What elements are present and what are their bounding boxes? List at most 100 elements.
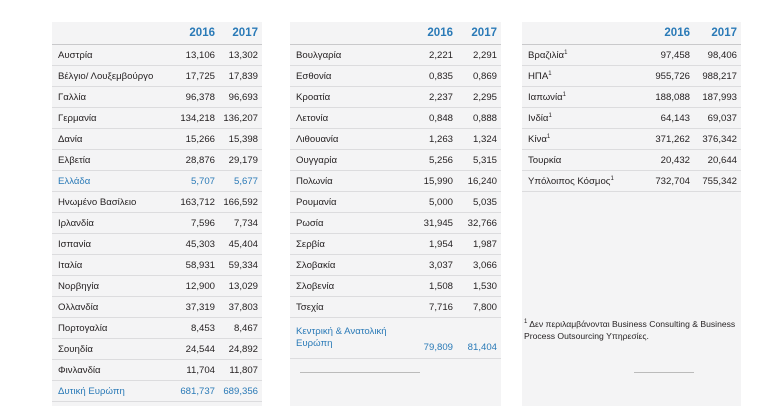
row-label-cell: Κεντρική & Ανατολική Ευρώπη — [290, 317, 408, 359]
value-2017: 7,800 — [457, 296, 501, 318]
row-label-cell: Γαλλία — [52, 86, 174, 108]
table-row: Δανία 15,266 15,398 — [52, 128, 262, 150]
row-label: Ιαπωνία — [528, 91, 563, 103]
value-2016: 96,378 — [174, 86, 219, 108]
row-label-cell: Λιθουανία — [290, 128, 408, 150]
footnote-ref: 1 — [564, 49, 568, 56]
row-label-cell: Ιαπωνία1 — [522, 86, 644, 108]
value-2016: 37,319 — [174, 296, 219, 318]
value-2016: 0,835 — [408, 65, 457, 87]
table-central-eastern-europe-panel: 2016 2017 Βουλγαρία 2,221 2,291 Εσθονία 0,83… — [290, 22, 501, 406]
row-label-cell: Βραζιλία1 — [522, 44, 644, 66]
value-2017: 13,029 — [219, 275, 262, 297]
value-2017: 96,693 — [219, 86, 262, 108]
row-label-cell: Ρουμανία — [290, 191, 408, 213]
table-row: Πολωνία 15,990 16,240 — [290, 170, 501, 192]
row-label-cell: Σλοβακία — [290, 254, 408, 276]
row-label: Ηνωμένο Βασίλειο — [58, 196, 137, 208]
value-2016: 7,596 — [174, 212, 219, 234]
value-2017: 1,324 — [457, 128, 501, 150]
row-label: Ινδία — [528, 112, 549, 124]
header-blank — [522, 22, 644, 45]
row-label-cell: Ινδία1 — [522, 107, 644, 129]
row-label: Πολωνία — [296, 175, 333, 187]
value-2016: 15,266 — [174, 128, 219, 150]
table-row: Νορβηγία 12,900 13,029 — [52, 275, 262, 297]
row-label-cell: Βέλγιο/ Λουξεμβούργο — [52, 65, 174, 87]
row-label: Κίνα — [528, 133, 547, 145]
value-2016: 134,218 — [174, 107, 219, 129]
value-2017: 98,406 — [694, 44, 741, 66]
row-label: Γαλλία — [58, 91, 87, 103]
row-label: Σουηδία — [58, 343, 93, 355]
row-label-cell: Δυτική Ευρώπη — [52, 380, 174, 402]
table-row: Σουηδία 24,544 24,892 — [52, 338, 262, 360]
value-2017: 69,037 — [694, 107, 741, 129]
value-2016: 58,931 — [174, 254, 219, 276]
value-2016: 79,809 — [408, 317, 457, 359]
footnote-ref: 1 — [548, 70, 552, 77]
value-2016: 955,726 — [644, 65, 694, 87]
row-label-cell: Γερμανία — [52, 107, 174, 129]
row-label: Τσεχία — [296, 301, 324, 313]
row-label-cell: Πορτογαλία — [52, 317, 174, 339]
table-row: Γαλλία 96,378 96,693 — [52, 86, 262, 108]
table-row: Ουγγαρία 5,256 5,315 — [290, 149, 501, 171]
value-2017: 17,839 — [219, 65, 262, 87]
value-2016: 15,990 — [408, 170, 457, 192]
row-label-cell: Κίνα1 — [522, 128, 644, 150]
footnote-marker: 1 — [524, 319, 528, 326]
header-year-2016: 2016 — [408, 22, 457, 45]
table-row: Ηνωμένο Βασίλειο 163,712 166,592 — [52, 191, 262, 213]
row-label: Τουρκία — [528, 154, 562, 166]
table-western-europe: 2016 2017 Αυστρία 13,106 13,302 Βέλγιο/ Λου… — [52, 22, 262, 402]
value-2016: 2,221 — [408, 44, 457, 66]
value-2017: 689,356 — [219, 380, 262, 402]
value-2016: 7,716 — [408, 296, 457, 318]
value-2016: 5,707 — [174, 170, 219, 192]
value-2017: 5,315 — [457, 149, 501, 171]
table-central-eastern-europe: 2016 2017 Βουλγαρία 2,221 2,291 Εσθονία 0,83… — [290, 22, 501, 359]
row-label: Αυστρία — [58, 49, 93, 61]
table-row: Σλοβενία 1,508 1,530 — [290, 275, 501, 297]
row-label-cell: Φινλανδία — [52, 359, 174, 381]
value-2016: 45,303 — [174, 233, 219, 255]
value-2016: 188,088 — [644, 86, 694, 108]
row-label-cell: Πολωνία — [290, 170, 408, 192]
table-row: Αυστρία 13,106 13,302 — [52, 44, 262, 66]
table-row: Ιταλία 58,931 59,334 — [52, 254, 262, 276]
value-2017: 20,644 — [694, 149, 741, 171]
row-label-cell: Ισπανία — [52, 233, 174, 255]
row-label: Ιρλανδία — [58, 217, 94, 229]
footnote-text: Δεν περιλαμβάνονται Business Consulting … — [524, 319, 736, 341]
value-2016: 1,954 — [408, 233, 457, 255]
row-label: Ιταλία — [58, 259, 83, 271]
value-2016: 31,945 — [408, 212, 457, 234]
value-2017: 1,987 — [457, 233, 501, 255]
header-blank — [52, 22, 174, 45]
table-row: Ισπανία 45,303 45,404 — [52, 233, 262, 255]
value-2016: 12,900 — [174, 275, 219, 297]
value-2017: 136,207 — [219, 107, 262, 129]
table-row: Δυτική Ευρώπη 681,737 689,356 — [52, 380, 262, 402]
row-label-cell: Τσεχία — [290, 296, 408, 318]
row-label-cell: Δανία — [52, 128, 174, 150]
row-label-cell: Υπόλοιπος Κόσμος1 — [522, 170, 644, 192]
row-label-cell: Ελβετία — [52, 149, 174, 171]
value-2017: 376,342 — [694, 128, 741, 150]
value-2017: 7,734 — [219, 212, 262, 234]
row-label: Εσθονία — [296, 70, 332, 82]
row-label: Βουλγαρία — [296, 49, 342, 61]
row-label: Ρουμανία — [296, 196, 337, 208]
row-label-cell: Ηνωμένο Βασίλειο — [52, 191, 174, 213]
table-row: Ιαπωνία1 188,088 187,993 — [522, 86, 741, 108]
table-row: Φινλανδία 11,704 11,807 — [52, 359, 262, 381]
value-2017: 5,677 — [219, 170, 262, 192]
row-label: Ελβετία — [58, 154, 91, 166]
row-label: Ουγγαρία — [296, 154, 337, 166]
row-label-cell: Λετονία — [290, 107, 408, 129]
table-row: Κίνα1 371,262 376,342 — [522, 128, 741, 150]
row-label: Ολλανδία — [58, 301, 99, 313]
row-label: Ρωσία — [296, 217, 324, 229]
row-label: ΗΠΑ — [528, 70, 549, 82]
